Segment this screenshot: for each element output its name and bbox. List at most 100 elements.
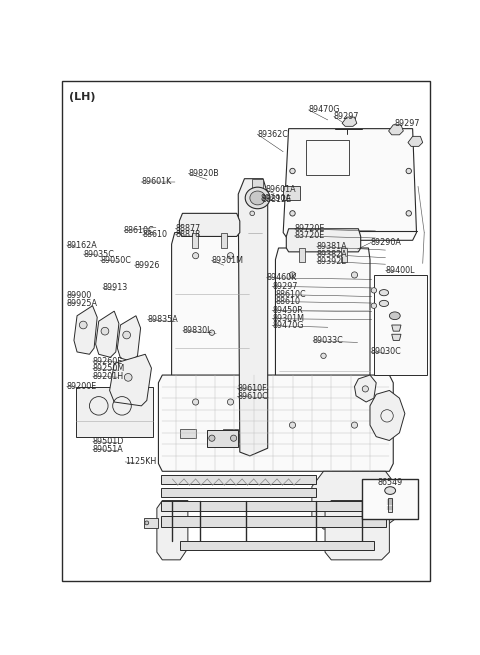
Text: 89381A: 89381A <box>317 242 348 251</box>
Text: (LH): (LH) <box>69 92 96 102</box>
Text: 88812E: 88812E <box>262 195 292 204</box>
Bar <box>306 140 349 175</box>
Polygon shape <box>408 136 423 146</box>
Text: 89835A: 89835A <box>147 315 178 324</box>
Polygon shape <box>172 233 249 437</box>
Circle shape <box>362 386 369 392</box>
Text: 89030C: 89030C <box>371 347 401 356</box>
Text: 89260E: 89260E <box>93 356 123 365</box>
Bar <box>161 475 316 485</box>
Polygon shape <box>109 354 152 406</box>
Circle shape <box>228 253 234 259</box>
Text: 89460K: 89460K <box>266 273 297 282</box>
Text: 89050C: 89050C <box>100 255 131 265</box>
Text: 89820B: 89820B <box>188 169 219 178</box>
Text: 89051A: 89051A <box>93 445 123 454</box>
Text: 89297: 89297 <box>334 112 360 121</box>
Circle shape <box>351 272 358 278</box>
Bar <box>75 386 153 437</box>
Bar <box>221 233 228 248</box>
Text: 88877: 88877 <box>175 225 201 233</box>
Ellipse shape <box>250 191 265 205</box>
Text: 89290A: 89290A <box>261 194 292 203</box>
Text: 86549: 86549 <box>378 478 403 487</box>
Text: 88878: 88878 <box>175 231 201 240</box>
Polygon shape <box>286 229 360 252</box>
Circle shape <box>290 168 295 174</box>
Polygon shape <box>117 316 141 361</box>
Circle shape <box>406 168 411 174</box>
Bar <box>192 233 198 248</box>
Circle shape <box>289 422 296 428</box>
Text: 89501D: 89501D <box>93 438 124 446</box>
Circle shape <box>371 303 377 309</box>
Text: 89830L: 89830L <box>183 326 212 335</box>
Text: 89470G: 89470G <box>272 321 303 330</box>
Ellipse shape <box>379 290 389 296</box>
Circle shape <box>371 288 377 293</box>
Text: 89301M: 89301M <box>272 314 304 323</box>
Bar <box>388 498 393 512</box>
Circle shape <box>230 435 237 441</box>
Text: 89400L: 89400L <box>385 266 415 274</box>
Text: 88610C: 88610C <box>124 227 155 235</box>
Text: 88610: 88610 <box>276 297 301 306</box>
Circle shape <box>250 211 254 215</box>
Text: 89610C: 89610C <box>237 392 268 401</box>
Bar <box>283 187 300 200</box>
Text: 89201H: 89201H <box>93 371 124 381</box>
Circle shape <box>123 331 131 339</box>
Text: 89290A: 89290A <box>371 238 402 247</box>
Circle shape <box>289 272 296 278</box>
Bar <box>180 540 374 550</box>
Text: 89720E: 89720E <box>294 225 325 233</box>
Polygon shape <box>312 472 397 529</box>
Polygon shape <box>158 375 393 472</box>
Text: 89450R: 89450R <box>272 306 303 315</box>
Bar <box>207 430 238 447</box>
Text: 88610C: 88610C <box>276 290 306 299</box>
Polygon shape <box>180 214 240 236</box>
Polygon shape <box>96 311 119 358</box>
Text: 88610: 88610 <box>143 231 168 240</box>
Circle shape <box>192 399 199 405</box>
Text: 89035C: 89035C <box>84 250 114 259</box>
Bar <box>144 517 157 529</box>
Text: 89162A: 89162A <box>67 240 97 250</box>
Polygon shape <box>157 500 188 560</box>
Text: 83720E: 83720E <box>294 231 324 240</box>
Circle shape <box>101 328 109 335</box>
Text: 89913: 89913 <box>103 284 128 292</box>
Bar <box>362 479 418 519</box>
Circle shape <box>192 253 199 259</box>
Bar <box>374 275 427 375</box>
Text: 89392L: 89392L <box>317 257 347 266</box>
Text: 89250M: 89250M <box>93 364 125 373</box>
Circle shape <box>406 211 411 216</box>
Bar <box>180 429 196 438</box>
Text: 89297: 89297 <box>272 282 298 291</box>
Polygon shape <box>389 125 403 135</box>
Circle shape <box>351 422 358 428</box>
Text: 1125KH: 1125KH <box>125 457 156 466</box>
Bar <box>223 429 238 438</box>
Circle shape <box>79 321 87 329</box>
Text: 89601A: 89601A <box>265 185 296 194</box>
Polygon shape <box>370 390 405 441</box>
Text: 89362C: 89362C <box>257 130 288 139</box>
Ellipse shape <box>389 312 400 320</box>
Text: 89382A: 89382A <box>317 250 348 259</box>
Text: 89926: 89926 <box>134 261 160 270</box>
Polygon shape <box>392 334 401 341</box>
Polygon shape <box>252 179 263 190</box>
Text: 89200E: 89200E <box>67 382 97 391</box>
Text: 89033C: 89033C <box>313 337 344 345</box>
Bar <box>161 516 385 527</box>
Bar <box>299 248 305 262</box>
Polygon shape <box>283 128 417 240</box>
Polygon shape <box>74 306 97 354</box>
Polygon shape <box>276 248 370 460</box>
Bar <box>161 488 316 498</box>
Text: 89470G: 89470G <box>309 105 340 115</box>
Text: 89301M: 89301M <box>211 255 243 265</box>
